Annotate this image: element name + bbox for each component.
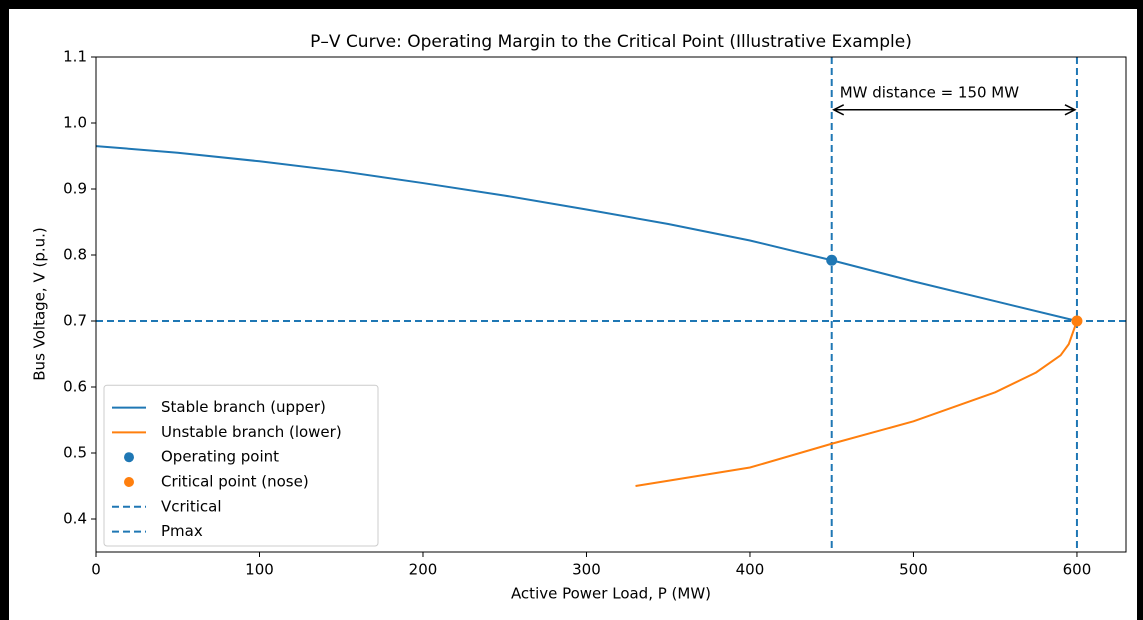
- point: [1071, 315, 1083, 327]
- legend-marker: [124, 477, 134, 487]
- legend-label: Stable branch (upper): [161, 398, 326, 416]
- legend-label: Operating point: [161, 448, 279, 466]
- y-tick-label: 1.1: [63, 48, 87, 66]
- y-tick-label: 0.9: [63, 180, 87, 198]
- point: [826, 254, 838, 266]
- plot: [96, 57, 1126, 552]
- x-axis-label: Active Power Load, P (MW): [511, 585, 711, 603]
- plot-frame: [95, 56, 1127, 553]
- frame-right: [1137, 0, 1143, 620]
- x-tick-label: 200: [409, 561, 438, 579]
- x-tick-label: 0: [91, 561, 101, 579]
- legend-label: Vcritical: [161, 497, 222, 515]
- frame-top: [0, 0, 1143, 9]
- y-tick-label: 0.4: [63, 510, 87, 528]
- frame-left: [0, 0, 9, 620]
- legend-label: Unstable branch (lower): [161, 423, 342, 441]
- legend-marker: [124, 452, 134, 463]
- x-tick-label: 100: [245, 561, 274, 579]
- chart-title: P–V Curve: Operating Margin to the Criti…: [310, 32, 912, 52]
- line: [96, 145, 1078, 322]
- arrow-head: [1064, 104, 1077, 116]
- y-tick-label: 0.8: [63, 246, 87, 264]
- y-axis-label: Bus Voltage, V (p.u.): [31, 227, 49, 380]
- arrow-head: [832, 104, 845, 116]
- y-tick-label: 0.7: [63, 312, 87, 330]
- line: [635, 320, 1078, 487]
- legend-label: Critical point (nose): [161, 473, 309, 491]
- x-tick-label: 600: [1063, 561, 1092, 579]
- legend-label: Pmax: [161, 522, 203, 540]
- x-tick-label: 500: [899, 561, 928, 579]
- x-tick-label: 300: [572, 561, 601, 579]
- legend-box: [103, 384, 379, 547]
- x-tick-label: 400: [736, 561, 765, 579]
- y-tick-label: 0.5: [63, 444, 87, 462]
- y-tick-label: 0.6: [63, 378, 87, 396]
- annotation-text: MW distance = 150 MW: [840, 83, 1020, 101]
- y-tick-label: 1.0: [63, 114, 87, 132]
